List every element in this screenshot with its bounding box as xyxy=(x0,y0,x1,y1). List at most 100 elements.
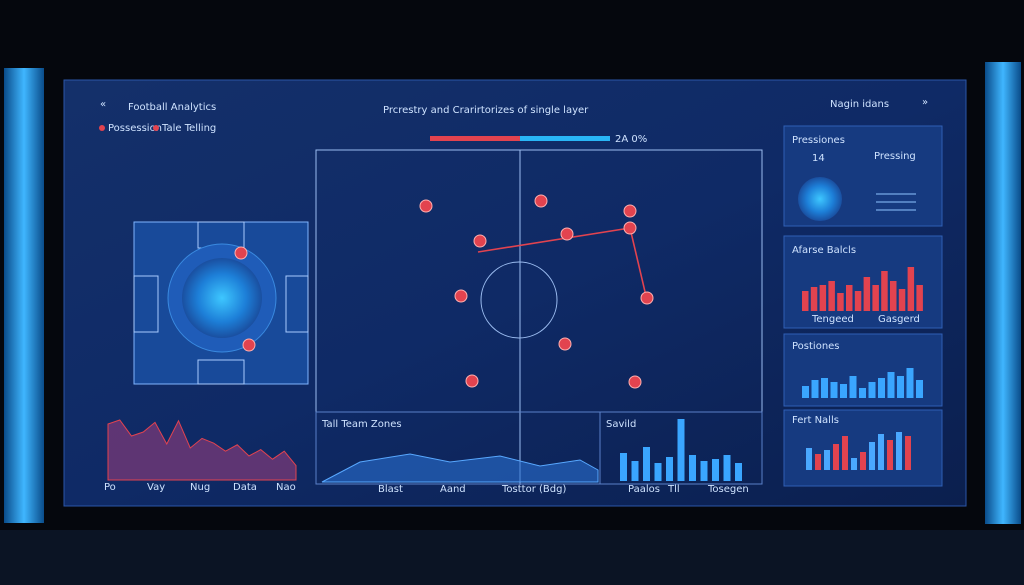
bar xyxy=(830,382,838,398)
bar xyxy=(833,444,839,470)
bar xyxy=(842,436,848,470)
bar xyxy=(898,289,906,311)
bar xyxy=(878,434,884,470)
bar xyxy=(907,267,915,311)
player xyxy=(465,374,479,388)
bar xyxy=(631,461,639,481)
label: Tosegen xyxy=(707,484,749,495)
bar xyxy=(846,285,853,311)
label: Prcrestry and Crarirtorizes of single la… xyxy=(383,105,589,116)
bar xyxy=(677,419,685,481)
pitch xyxy=(315,149,763,485)
player xyxy=(623,221,637,235)
globe-icon xyxy=(798,177,842,221)
bar xyxy=(810,287,818,311)
label: Nao xyxy=(276,482,296,493)
bar xyxy=(712,459,719,481)
bar xyxy=(828,281,835,311)
floor xyxy=(0,530,1024,585)
player xyxy=(534,194,548,208)
bar xyxy=(821,378,828,398)
bar xyxy=(849,376,857,398)
nav-forward[interactable]: » xyxy=(922,97,928,108)
label: Data xyxy=(233,482,257,493)
bar xyxy=(735,463,742,481)
bar xyxy=(878,378,885,398)
bar xyxy=(906,368,914,398)
player xyxy=(623,204,637,218)
label: Football Analytics xyxy=(128,102,216,113)
screen-border xyxy=(63,79,967,507)
bar xyxy=(868,382,876,398)
label: Possession xyxy=(108,123,162,134)
bar xyxy=(890,281,897,311)
bar xyxy=(881,271,888,311)
bar xyxy=(916,285,923,311)
label: Tengeed xyxy=(811,314,854,325)
label: Tall Team Zones xyxy=(321,419,402,430)
player xyxy=(419,199,433,213)
light-pillar xyxy=(4,68,44,523)
nav-back[interactable]: « xyxy=(100,99,106,110)
possession-home xyxy=(430,136,520,141)
label: Aand xyxy=(440,484,466,495)
bar xyxy=(811,380,819,398)
bar xyxy=(815,454,821,470)
mini-pitch xyxy=(133,221,309,385)
bar xyxy=(840,384,847,398)
label: 2A 0% xyxy=(615,134,647,145)
label: 14 xyxy=(812,153,825,164)
bar xyxy=(824,450,830,470)
label: Nug xyxy=(190,482,210,493)
bar xyxy=(806,448,812,470)
label: Blast xyxy=(378,484,403,495)
pressing-lines xyxy=(876,193,916,211)
label: Paalos xyxy=(628,484,660,495)
bar xyxy=(723,455,731,481)
player xyxy=(560,227,574,241)
light-pillar xyxy=(985,62,1021,524)
zone-wave xyxy=(321,453,599,483)
bar xyxy=(666,457,673,481)
label: Tll xyxy=(667,484,680,495)
bar xyxy=(689,455,696,481)
player xyxy=(234,246,248,260)
label: Pressing xyxy=(874,151,916,162)
label: Po xyxy=(104,482,116,493)
label: Tosttor (Bdg) xyxy=(501,484,566,495)
trend-area xyxy=(107,419,297,481)
label: Vay xyxy=(147,482,165,493)
bar xyxy=(654,463,662,481)
bar xyxy=(860,452,866,470)
bar xyxy=(905,436,911,470)
player xyxy=(628,375,642,389)
label: Fert Nalls xyxy=(792,415,839,426)
player xyxy=(454,289,468,303)
bar xyxy=(802,386,809,398)
bar xyxy=(897,376,904,398)
bar xyxy=(854,291,862,311)
possession-away xyxy=(520,136,610,141)
bar xyxy=(869,442,875,470)
label: Pressiones xyxy=(792,135,845,146)
label: Tale Telling xyxy=(161,123,216,134)
bar xyxy=(887,372,895,398)
bar xyxy=(643,447,650,481)
legend-dot xyxy=(153,125,159,131)
label: Savild xyxy=(606,419,636,430)
bar xyxy=(916,380,923,398)
bar xyxy=(802,291,809,311)
bar xyxy=(887,440,893,470)
bar xyxy=(872,285,879,311)
bar xyxy=(851,458,857,470)
bar xyxy=(700,461,708,481)
player xyxy=(640,291,654,305)
label: Gasgerd xyxy=(878,314,920,325)
label: Nagin idans xyxy=(830,99,889,110)
bar xyxy=(837,293,844,311)
bar xyxy=(863,277,871,311)
player xyxy=(558,337,572,351)
bar xyxy=(819,285,827,311)
player xyxy=(242,338,256,352)
